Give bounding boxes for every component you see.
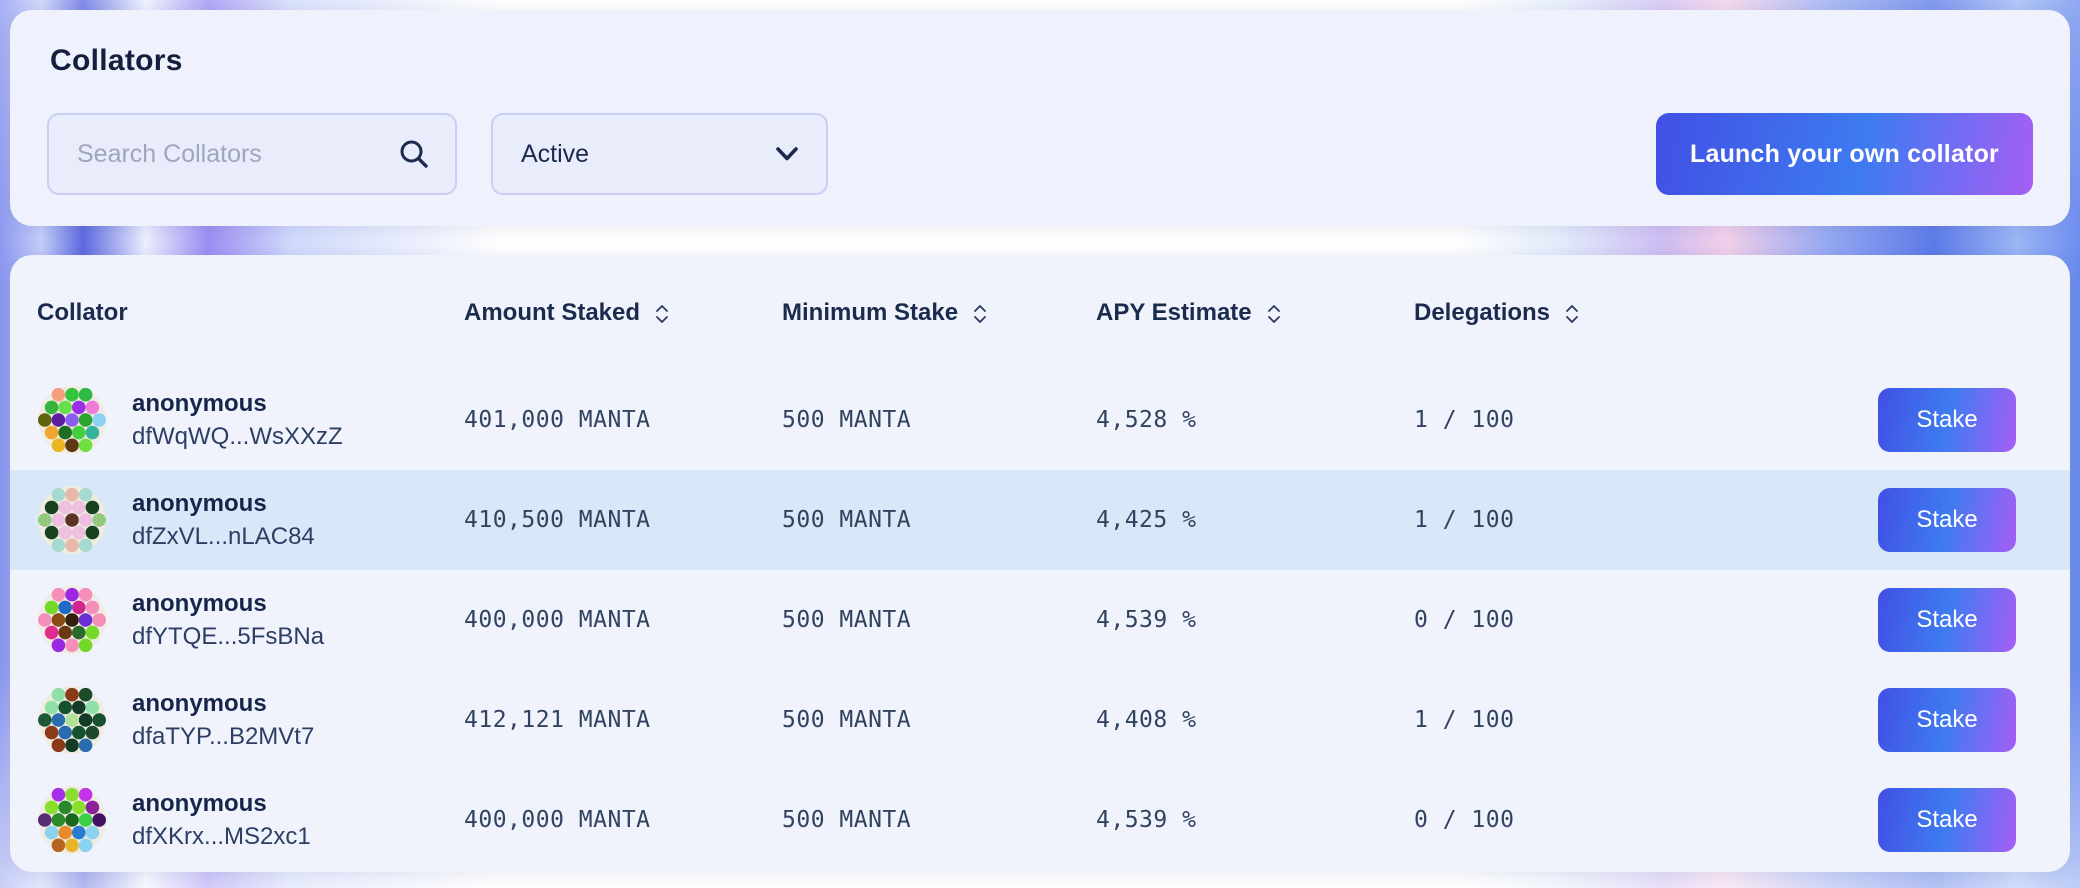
search-icon — [397, 137, 431, 171]
status-filter-select[interactable]: Active — [491, 113, 828, 195]
collator-name: anonymous — [132, 790, 267, 818]
collator-cell: anonymous dfYTQE...5FsBNa — [37, 586, 464, 654]
column-label: Collator — [37, 298, 128, 326]
sort-icon — [972, 303, 988, 325]
apy-estimate-value: 4,528 % — [1096, 407, 1197, 433]
collator-avatar-icon — [38, 686, 106, 754]
amount-staked-value: 412,121 MANTA — [464, 707, 651, 733]
delegations-value: 1 / 100 — [1414, 407, 1515, 433]
stake-cell: Stake — [1878, 688, 2016, 752]
launch-collator-button[interactable]: Launch your own collator — [1656, 113, 2033, 195]
collator-cell: anonymous dfWqWQ...WsXXzZ — [37, 386, 464, 454]
amount-staked-value: 410,500 MANTA — [464, 507, 651, 533]
table-row[interactable]: anonymous dfXKrx...MS2xc1 400,000 MANTA 500… — [10, 770, 2070, 870]
table-header-row: Collator Amount Staked Minimum Stake APY Es… — [10, 255, 2070, 370]
table-body: anonymous dfWqWQ...WsXXzZ 401,000 MANTA 500… — [10, 370, 2070, 870]
collator-avatar-icon — [38, 586, 106, 654]
collator-cell: anonymous dfXKrx...MS2xc1 — [37, 786, 464, 854]
collator-avatar-icon — [38, 486, 106, 554]
collator-name: anonymous — [132, 490, 267, 518]
minimum-stake-value: 500 MANTA — [782, 507, 912, 533]
apy-estimate-value: 4,408 % — [1096, 707, 1197, 733]
collator-address: dfaTYP...B2MVt7 — [132, 722, 315, 750]
chevron-down-icon — [774, 145, 800, 163]
column-header-minimum-stake[interactable]: Minimum Stake — [782, 299, 1096, 327]
column-label: Delegations — [1414, 298, 1551, 326]
amount-staked-value: 400,000 MANTA — [464, 607, 651, 633]
collator-name: anonymous — [132, 390, 267, 418]
minimum-stake-value: 500 MANTA — [782, 407, 912, 433]
column-header-amount-staked[interactable]: Amount Staked — [464, 299, 782, 327]
delegations-value: 0 / 100 — [1414, 607, 1515, 633]
stake-button[interactable]: Stake — [1878, 488, 2016, 552]
column-header-apy-estimate[interactable]: APY Estimate — [1096, 299, 1414, 327]
table-row[interactable]: anonymous dfWqWQ...WsXXzZ 401,000 MANTA 500… — [10, 370, 2070, 470]
search-box[interactable] — [47, 113, 457, 195]
amount-staked-value: 400,000 MANTA — [464, 807, 651, 833]
stake-button[interactable]: Stake — [1878, 788, 2016, 852]
collator-name: anonymous — [132, 590, 267, 618]
collator-cell: anonymous dfZxVL...nLAC84 — [37, 486, 464, 554]
collator-avatar-icon — [38, 786, 106, 854]
delegations-value: 1 / 100 — [1414, 507, 1515, 533]
stake-cell: Stake — [1878, 788, 2016, 852]
sort-icon — [1564, 303, 1580, 325]
stake-cell: Stake — [1878, 588, 2016, 652]
table-row[interactable]: anonymous dfZxVL...nLAC84 410,500 MANTA 500… — [10, 470, 2070, 570]
page-title: Collators — [50, 44, 183, 77]
column-label: APY Estimate — [1096, 298, 1252, 326]
minimum-stake-value: 500 MANTA — [782, 607, 912, 633]
collators-header-panel: Collators Active Launch your own collato… — [10, 10, 2070, 226]
minimum-stake-value: 500 MANTA — [782, 707, 912, 733]
apy-estimate-value: 4,539 % — [1096, 807, 1197, 833]
collator-address: dfZxVL...nLAC84 — [132, 522, 315, 550]
status-filter-value: Active — [521, 139, 590, 168]
stake-button[interactable]: Stake — [1878, 388, 2016, 452]
controls-row: Active Launch your own collator — [47, 113, 2033, 195]
sort-icon — [654, 303, 670, 325]
stake-button[interactable]: Stake — [1878, 688, 2016, 752]
delegations-value: 0 / 100 — [1414, 807, 1515, 833]
column-label: Amount Staked — [464, 298, 641, 326]
stake-button[interactable]: Stake — [1878, 588, 2016, 652]
stake-cell: Stake — [1878, 488, 2016, 552]
collators-table: Collator Amount Staked Minimum Stake APY Es… — [10, 255, 2070, 872]
stake-cell: Stake — [1878, 388, 2016, 452]
delegations-value: 1 / 100 — [1414, 707, 1515, 733]
collator-avatar-icon — [38, 386, 106, 454]
table-row[interactable]: anonymous dfYTQE...5FsBNa 400,000 MANTA 500… — [10, 570, 2070, 670]
apy-estimate-value: 4,425 % — [1096, 507, 1197, 533]
minimum-stake-value: 500 MANTA — [782, 807, 912, 833]
amount-staked-value: 401,000 MANTA — [464, 407, 651, 433]
apy-estimate-value: 4,539 % — [1096, 607, 1197, 633]
collator-address: dfWqWQ...WsXXzZ — [132, 422, 343, 450]
column-header-collator: Collator — [37, 299, 464, 327]
column-header-delegations[interactable]: Delegations — [1414, 299, 1878, 327]
sort-icon — [1266, 303, 1282, 325]
collator-address: dfYTQE...5FsBNa — [132, 622, 325, 650]
collator-address: dfXKrx...MS2xc1 — [132, 822, 311, 850]
collator-name: anonymous — [132, 690, 267, 718]
collator-cell: anonymous dfaTYP...B2MVt7 — [37, 686, 464, 754]
search-input[interactable] — [75, 138, 387, 170]
table-row[interactable]: anonymous dfaTYP...B2MVt7 412,121 MANTA 500… — [10, 670, 2070, 770]
column-label: Minimum Stake — [782, 298, 959, 326]
